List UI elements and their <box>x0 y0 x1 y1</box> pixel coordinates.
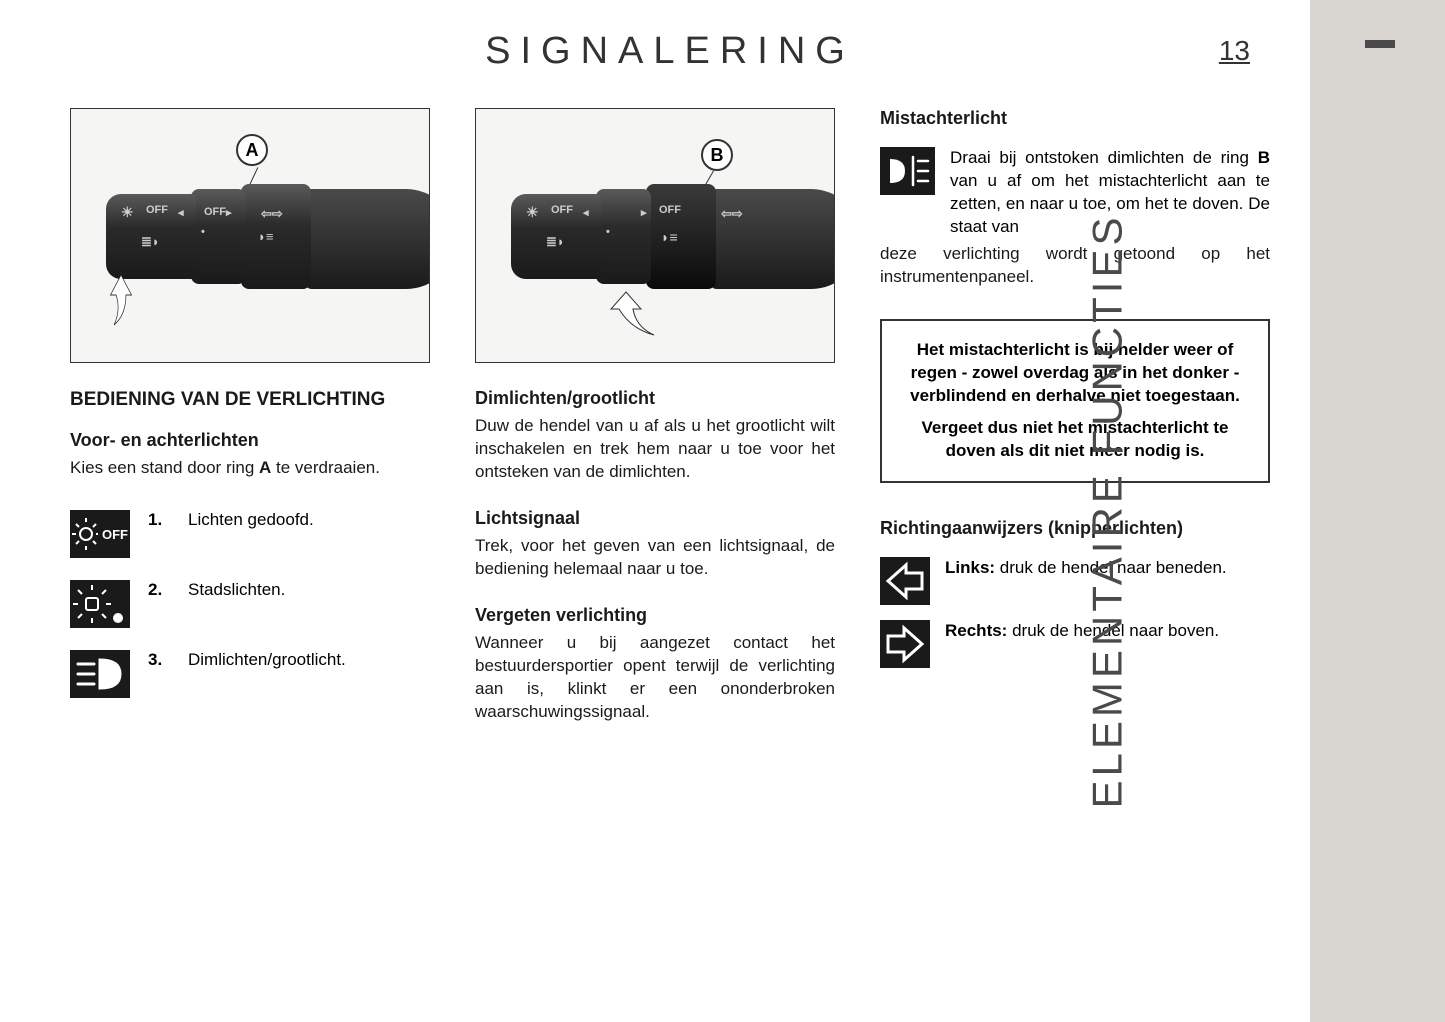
stalk-a-body: OFF OFF ☀ ◂ ▸ ⇦⇨ • ◗≡ ≣◗ <box>106 184 426 294</box>
col1-heading: BEDIENING VAN DE VERLICHTING <box>70 388 430 412</box>
turn-right-row: Rechts: druk de hendel naar boven. <box>880 620 1270 668</box>
fog-text-cont: deze verlichting wordt getoond op het in… <box>880 243 1270 289</box>
sidebar-label: ELEMENTAIRE FUNCTIES <box>1084 214 1132 809</box>
turn-left-row: Links: druk de hendel naar beneden. <box>880 557 1270 605</box>
headlights-icon <box>70 650 130 698</box>
page-header: SIGNALERING 13 <box>70 30 1270 73</box>
col2-p3: Wanneer u bij aangezet contact het bestu… <box>475 632 835 724</box>
sidebar-dash-icon <box>1365 40 1395 48</box>
stalk-b-off1: OFF <box>551 204 573 216</box>
col2-p2: Trek, voor het geven van een lichtsignaa… <box>475 535 835 581</box>
item2-num: 2. <box>148 580 170 600</box>
callout-b: B <box>701 139 733 171</box>
column-1: A OFF OFF ☀ ◂ ▸ ⇦⇨ • ◗≡ ≣◗ <box>70 108 430 747</box>
item3-label: Dimlichten/grootlicht. <box>188 650 430 670</box>
light-mode-3: 3. Dimlichten/grootlicht. <box>70 650 430 698</box>
lights-off-icon: OFF <box>70 510 130 558</box>
col2-h3: Vergeten verlichting <box>475 605 835 626</box>
rear-fog-icon <box>880 147 935 195</box>
figure-b: B OFF OFF ☀ ◂ ▸ ⇦⇨ • ◗≡ ≣◗ <box>475 108 835 363</box>
page-number: 13 <box>1219 35 1250 67</box>
light-mode-list: OFF 1. Lichten gedoofd. <box>70 510 430 698</box>
col2-p1: Duw de hendel van u af als u het grootli… <box>475 415 835 484</box>
fog-heading: Mistachterlicht <box>880 108 1270 129</box>
arrow-left-icon <box>880 557 930 605</box>
page-title: SIGNALERING <box>485 30 855 72</box>
figure-a: A OFF OFF ☀ ◂ ▸ ⇦⇨ • ◗≡ ≣◗ <box>70 108 430 363</box>
fog-row: Draai bij ontstoken dimlichten de ring B… <box>880 147 1270 239</box>
column-2: B OFF OFF ☀ ◂ ▸ ⇦⇨ • ◗≡ ≣◗ <box>475 108 835 747</box>
arrow-up-b <box>606 287 666 347</box>
column-3: Mistachterlicht Draai bij ontstoken diml… <box>880 108 1270 747</box>
warning-p2: Vergeet dus niet het mistachterlicht te … <box>902 417 1248 463</box>
col2-h1: Dimlichten/grootlicht <box>475 388 835 409</box>
stalk-b-body: OFF OFF ☀ ◂ ▸ ⇦⇨ • ◗≡ ≣◗ <box>511 184 831 294</box>
turn-heading: Richtingaanwijzers (knipperlichten) <box>880 518 1270 539</box>
light-mode-1: OFF 1. Lichten gedoofd. <box>70 510 430 558</box>
svg-text:OFF: OFF <box>102 527 128 542</box>
arrow-up-a <box>104 270 139 342</box>
arrow-right-icon <box>880 620 930 668</box>
sidelights-icon <box>70 580 130 628</box>
light-mode-2: 2. Stadslichten. <box>70 580 430 628</box>
warning-box: Het mistachterlicht is bij helder weer o… <box>880 319 1270 484</box>
stalk-a-off2: OFF <box>204 206 226 218</box>
item1-num: 1. <box>148 510 170 530</box>
item1-label: Lichten gedoofd. <box>188 510 430 530</box>
stalk-a-off1: OFF <box>146 204 168 216</box>
stalk-b-off2: OFF <box>659 204 681 216</box>
callout-a: A <box>236 134 268 166</box>
col1-sub1: Voor- en achterlichten <box>70 430 430 451</box>
item3-num: 3. <box>148 650 170 670</box>
col1-body1: Kies een stand door ring A te verdraaien… <box>70 457 430 480</box>
item2-label: Stadslichten. <box>188 580 430 600</box>
col2-h2: Lichtsignaal <box>475 508 835 529</box>
sidebar-tab: ELEMENTAIRE FUNCTIES <box>1310 0 1445 1022</box>
warning-p1: Het mistachterlicht is bij helder weer o… <box>902 339 1248 408</box>
